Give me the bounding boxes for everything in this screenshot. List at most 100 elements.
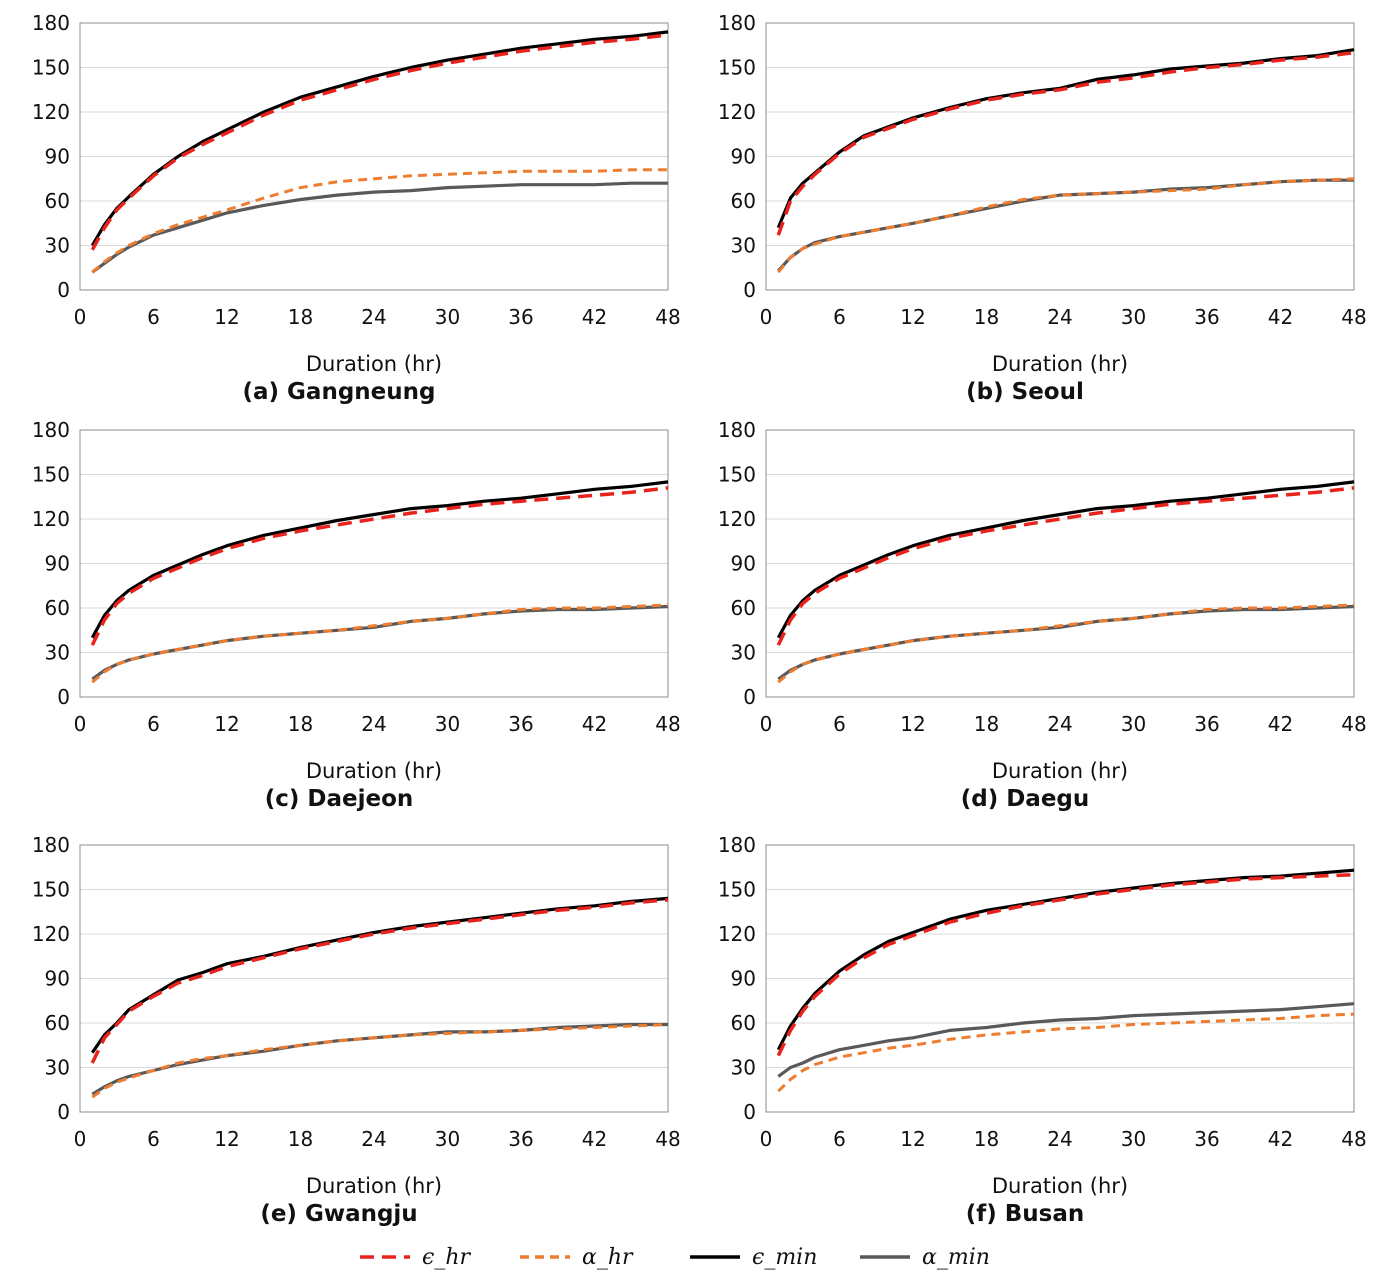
x-axis-label: Duration (hr)	[306, 1174, 442, 1198]
series-line-eps-hr	[776, 50, 1355, 236]
x-tick-label: 36	[1194, 712, 1219, 736]
series-line-alpha-hr	[91, 1023, 669, 1099]
x-tick-label: 42	[582, 1127, 607, 1151]
x-tick-label: 6	[147, 712, 160, 736]
y-tick-label: 90	[45, 145, 70, 169]
y-tick-label: 180	[718, 833, 756, 857]
x-tick-label: 12	[214, 305, 239, 329]
chart-panel-6: 0 30 60 90 120 150 180 0 6 12 18 24 30 36 42 48 Duration…	[718, 833, 1367, 1227]
y-tick-label: 0	[57, 1100, 70, 1124]
x-tick-label: 0	[74, 1127, 87, 1151]
x-tick-label: 42	[1268, 1127, 1293, 1151]
y-tick-label: 60	[731, 189, 756, 213]
x-tick-label: 42	[582, 712, 607, 736]
series-line-alpha-hr	[91, 603, 669, 684]
y-tick-label: 90	[731, 967, 756, 991]
y-tick-label: 0	[57, 278, 70, 302]
y-tick-label: 150	[32, 878, 70, 902]
x-tick-label: 6	[147, 305, 160, 329]
x-tick-label: 48	[1341, 1127, 1366, 1151]
x-tick-label: 48	[1341, 712, 1366, 736]
y-tick-label: 120	[718, 922, 756, 946]
x-tick-label: 18	[288, 305, 313, 329]
x-axis-label: Duration (hr)	[992, 759, 1128, 783]
x-tick-label: 30	[435, 712, 460, 736]
series-line-eps-hr	[90, 486, 669, 646]
plot-frame	[79, 429, 669, 698]
x-tick-label: 6	[833, 305, 846, 329]
y-tick-label: 0	[57, 685, 70, 709]
chart-panel-3: 0 30 60 90 120 150 180 0 6 12 18 24 30 36 42 48 Duration…	[32, 418, 681, 812]
x-tick-label: 36	[508, 712, 533, 736]
y-tick-label: 30	[45, 234, 70, 258]
x-tick-label: 48	[1341, 305, 1366, 329]
series-line-eps-min	[90, 30, 669, 247]
x-tick-label: 30	[1121, 712, 1146, 736]
x-tick-label: 30	[435, 305, 460, 329]
y-tick-label: 150	[718, 878, 756, 902]
x-tick-label: 6	[833, 1127, 846, 1151]
x-tick-label: 30	[1121, 305, 1146, 329]
legend-label-alpha-min: α_min	[922, 1245, 990, 1270]
plot-frame	[765, 22, 1355, 291]
y-tick-label: 90	[731, 552, 756, 576]
x-tick-label: 0	[760, 712, 773, 736]
y-tick-label: 150	[718, 463, 756, 487]
y-tick-label: 150	[718, 56, 756, 80]
x-tick-label: 30	[435, 1127, 460, 1151]
x-tick-label: 18	[974, 1127, 999, 1151]
plot-frame	[79, 22, 669, 291]
y-tick-label: 30	[731, 641, 756, 665]
series-line-eps-min	[776, 480, 1355, 639]
y-tick-label: 180	[32, 418, 70, 442]
chart-title: (d) Daegu	[961, 786, 1090, 812]
series-line-eps-hr	[90, 898, 669, 1064]
x-tick-label: 12	[900, 305, 925, 329]
y-tick-label: 30	[45, 641, 70, 665]
y-tick-label: 150	[32, 56, 70, 80]
y-tick-label: 60	[731, 1011, 756, 1035]
plot-frame	[765, 844, 1355, 1113]
chart-panel-2: 0 30 60 90 120 150 180 0 6 12 18 24 30 36 42 48 Duration…	[718, 11, 1367, 405]
x-tick-label: 48	[655, 1127, 680, 1151]
y-tick-label: 30	[731, 234, 756, 258]
x-tick-label: 36	[508, 305, 533, 329]
chart-panel-5: 0 30 60 90 120 150 180 0 6 12 18 24 30 36 42 48 Duration…	[32, 833, 681, 1227]
y-tick-label: 180	[718, 418, 756, 442]
legend: ϵ_hr α_hr ϵ_min α_min	[360, 1245, 990, 1270]
series-line-eps-min	[90, 896, 669, 1054]
y-tick-label: 180	[718, 11, 756, 35]
x-tick-label: 18	[288, 1127, 313, 1151]
series-line-alpha-hr	[777, 603, 1355, 684]
x-axis-label: Duration (hr)	[306, 352, 442, 376]
y-tick-label: 0	[743, 1100, 756, 1124]
y-tick-label: 60	[45, 189, 70, 213]
x-tick-label: 42	[1268, 305, 1293, 329]
y-tick-label: 90	[731, 145, 756, 169]
series-line-eps-min	[90, 480, 669, 639]
y-tick-label: 60	[45, 1011, 70, 1035]
y-tick-label: 120	[718, 507, 756, 531]
x-tick-label: 18	[974, 712, 999, 736]
y-tick-label: 60	[731, 596, 756, 620]
x-tick-label: 48	[655, 305, 680, 329]
x-tick-label: 0	[760, 1127, 773, 1151]
x-tick-label: 6	[833, 712, 846, 736]
series-line-alpha-hr	[91, 168, 668, 274]
x-tick-label: 24	[1047, 305, 1072, 329]
series-line-alpha-hr	[777, 177, 1355, 274]
x-tick-label: 48	[655, 712, 680, 736]
chart-panel-1: 0 30 60 90 120 150 180 0 6 12 18 24 30 36 42 48 Duration…	[32, 11, 681, 405]
series-line-alpha-hr	[777, 1012, 1355, 1093]
y-tick-label: 90	[45, 967, 70, 991]
y-tick-label: 180	[32, 11, 70, 35]
x-tick-label: 36	[1194, 1127, 1219, 1151]
legend-label-eps-hr: ϵ_hr	[422, 1245, 471, 1270]
y-tick-label: 30	[731, 1056, 756, 1080]
x-axis-label: Duration (hr)	[306, 759, 442, 783]
chart-panel-4: 0 30 60 90 120 150 180 0 6 12 18 24 30 36 42 48 Duration…	[718, 418, 1367, 812]
x-tick-label: 18	[974, 305, 999, 329]
x-tick-label: 0	[74, 712, 87, 736]
y-tick-label: 0	[743, 278, 756, 302]
chart-title: (e) Gwangju	[260, 1201, 417, 1227]
